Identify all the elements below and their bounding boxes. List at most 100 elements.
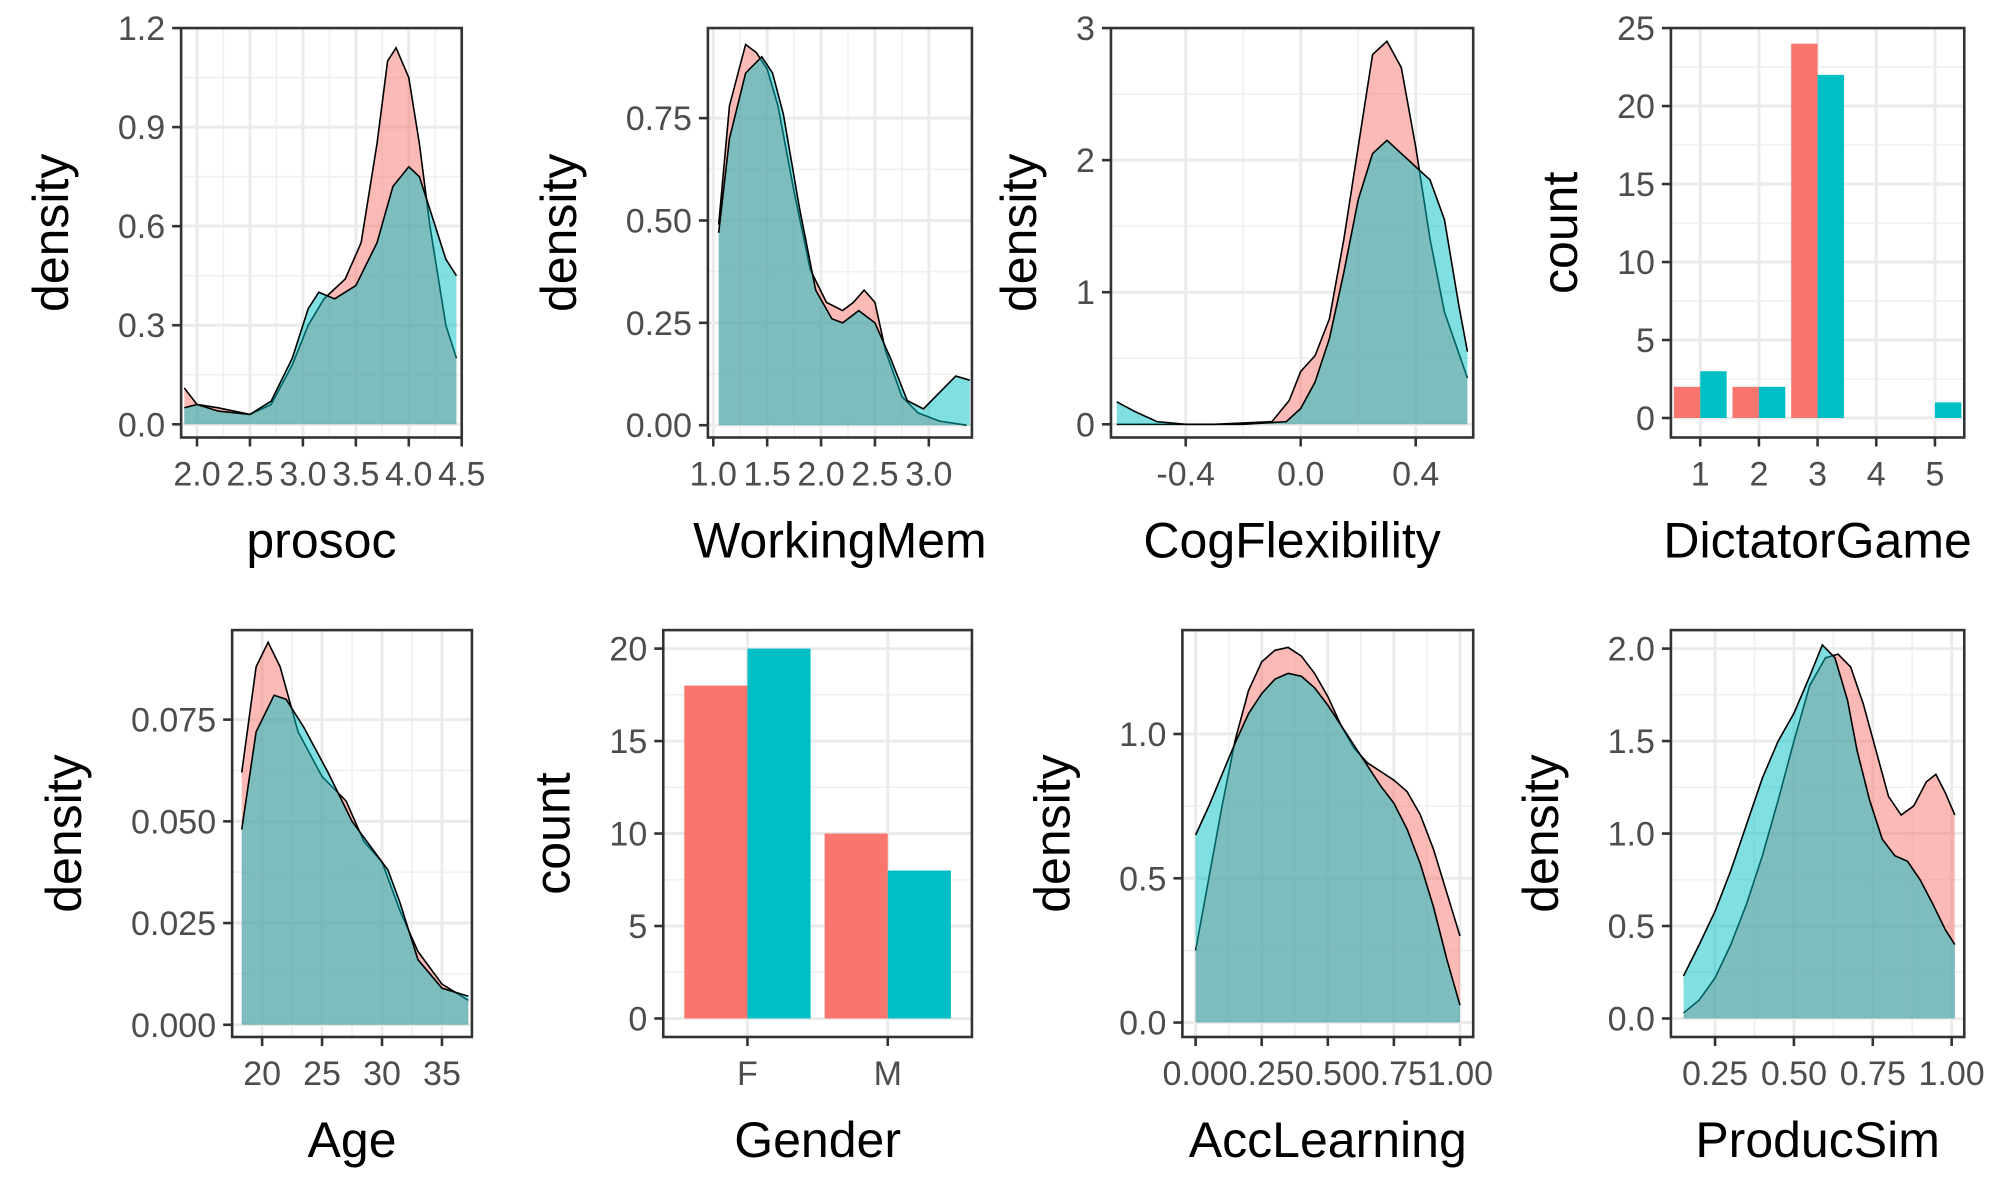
y-axis-title: density — [991, 154, 1047, 312]
chart-panel-7: 0.00 0.25 0.50 0.75 1.00 0.0 0.5 1.0 AccLearning… — [1024, 628, 1493, 1168]
x-tick-label: 0.00 — [1163, 1055, 1229, 1093]
chart-panel-4: 1 2 3 4 5 0 5 10 15 20 25 DictatorGame count — [1532, 10, 1972, 568]
axis-ticks: F M 0 5 10 15 20 — [609, 631, 901, 1093]
data-layer — [1194, 646, 1461, 1023]
x-axis-title: CogFlexibility — [1143, 512, 1440, 568]
y-tick-label: 3 — [1076, 10, 1095, 48]
x-tick-label: 4.0 — [385, 455, 432, 493]
x-axis-title: WorkingMem — [693, 512, 987, 568]
data-layer — [1116, 39, 1469, 426]
chart-panel-8: 0.25 0.50 0.75 1.00 0.0 0.5 1.0 1.5 2.0 ProducSim… — [1513, 628, 1985, 1168]
y-tick-label: 2 — [1076, 142, 1095, 180]
y-tick-label: 1.2 — [118, 10, 165, 48]
bar-red — [1732, 386, 1759, 418]
chart-panel-5: 20 25 30 35 0.000 0.025 0.050 0.075 Age density — [36, 628, 474, 1168]
y-tick-label: 0.00 — [626, 407, 692, 445]
x-tick-label: 1.00 — [1919, 1055, 1985, 1093]
x-axis-title: ProducSim — [1695, 1112, 1940, 1168]
x-tick-label: 0.50 — [1761, 1055, 1827, 1093]
density-line-teal — [240, 694, 469, 998]
x-tick-label: 1.0 — [690, 455, 737, 493]
y-axis-title: count — [524, 772, 580, 894]
y-tick-label: 0.5 — [1119, 860, 1166, 898]
x-tick-label: 0.25 — [1229, 1055, 1295, 1093]
bar-red — [684, 685, 748, 1019]
bar-teal — [1817, 74, 1844, 418]
y-tick-label: 0.0 — [1608, 1000, 1655, 1038]
bar-teal — [747, 648, 811, 1019]
y-tick-label: 0.50 — [626, 202, 692, 240]
data-layer — [1673, 43, 1962, 418]
y-tick-label: 0.3 — [118, 307, 165, 345]
y-tick-label: 0.5 — [1608, 908, 1655, 946]
x-tick-label: 0.4 — [1392, 455, 1439, 493]
y-axis-title: density — [1513, 754, 1569, 912]
density-line-teal — [717, 55, 971, 410]
bar-teal — [1700, 371, 1727, 418]
axis-ticks: 1 2 3 4 5 0 5 10 15 20 25 — [1617, 10, 1944, 493]
y-tick-label: 0 — [1076, 406, 1095, 444]
x-tick-label: 1 — [1691, 455, 1710, 493]
x-tick-label: 25 — [303, 1055, 341, 1093]
x-tick-label: 4.5 — [438, 455, 485, 493]
bar-red — [1673, 386, 1701, 418]
x-tick-label: -0.4 — [1156, 455, 1215, 493]
y-tick-label: 2.0 — [1608, 631, 1655, 669]
y-tick-label: 0.075 — [131, 702, 216, 740]
y-tick-label: 1.5 — [1608, 723, 1655, 761]
y-tick-label: 0.75 — [626, 100, 692, 138]
axis-ticks: 1.0 1.5 2.0 2.5 3.0 0.00 0.25 0.50 0.75 — [626, 100, 953, 493]
x-tick-label: 0.25 — [1682, 1055, 1748, 1093]
x-tick-label: 0.50 — [1295, 1055, 1361, 1093]
y-axis-title: density — [23, 154, 79, 312]
y-tick-label: 0.025 — [131, 905, 216, 943]
density-line-red — [240, 640, 469, 1002]
density-area-teal — [718, 56, 970, 426]
y-tick-label: 0.0 — [118, 406, 165, 444]
y-tick-label: 5 — [1636, 322, 1655, 360]
data-layer — [183, 46, 458, 425]
chart-panel-3: -0.4 0.0 0.4 0 1 2 3 CogFlexibility density — [991, 10, 1475, 568]
x-tick-label: M — [874, 1055, 902, 1093]
y-tick-label: 20 — [609, 631, 647, 669]
density-line-teal — [1116, 139, 1469, 426]
y-tick-label: 0 — [628, 1000, 647, 1038]
y-tick-label: 0.6 — [118, 208, 165, 246]
chart-panel-1: 2.0 2.5 3.0 3.5 4.0 4.5 0.0 0.3 0.6 0.9 1.2 prosoc d… — [23, 10, 485, 568]
y-axis-title: density — [531, 154, 587, 312]
density-area-teal — [184, 166, 457, 425]
chart-panel-2: 1.0 1.5 2.0 2.5 3.0 0.00 0.25 0.50 0.75 WorkingMe… — [531, 26, 987, 568]
y-tick-label: 10 — [1617, 244, 1655, 282]
axis-ticks: 2.0 2.5 3.0 3.5 4.0 4.5 0.0 0.3 0.6 0.9 1.2 — [118, 10, 486, 493]
x-tick-label: 20 — [243, 1055, 281, 1093]
x-tick-label: 2.0 — [797, 455, 844, 493]
x-axis-title: prosoc — [246, 512, 396, 568]
panel-border — [230, 628, 474, 1039]
density-line-teal — [1682, 643, 1956, 977]
x-tick-label: 4 — [1867, 455, 1886, 493]
x-tick-label: 3.0 — [279, 455, 326, 493]
panel-border — [179, 26, 464, 439]
y-tick-label: 1.0 — [1119, 716, 1166, 754]
x-axis-title: AccLearning — [1189, 1112, 1467, 1168]
x-tick-label: 35 — [423, 1055, 461, 1093]
data-layer — [717, 43, 971, 427]
x-tick-label: 3.5 — [332, 455, 379, 493]
data-layer — [240, 640, 469, 1025]
panel-border — [706, 26, 974, 439]
x-tick-label: 0.75 — [1361, 1055, 1427, 1093]
x-axis-title: DictatorGame — [1663, 512, 1971, 568]
x-tick-label: 2.5 — [851, 455, 898, 493]
x-tick-label: 2.0 — [173, 455, 220, 493]
y-tick-label: 10 — [609, 816, 647, 854]
data-layer — [684, 648, 951, 1019]
density-area-teal — [1116, 140, 1468, 425]
x-tick-label: 1.5 — [744, 455, 791, 493]
y-tick-label: 0.0 — [1119, 1005, 1166, 1043]
y-tick-label: 1.0 — [1608, 816, 1655, 854]
x-tick-label: 0.0 — [1277, 455, 1324, 493]
panel-border — [1109, 26, 1475, 439]
bar-teal — [1934, 402, 1962, 418]
y-axis-title: count — [1532, 172, 1588, 294]
bar-red — [1791, 43, 1818, 418]
